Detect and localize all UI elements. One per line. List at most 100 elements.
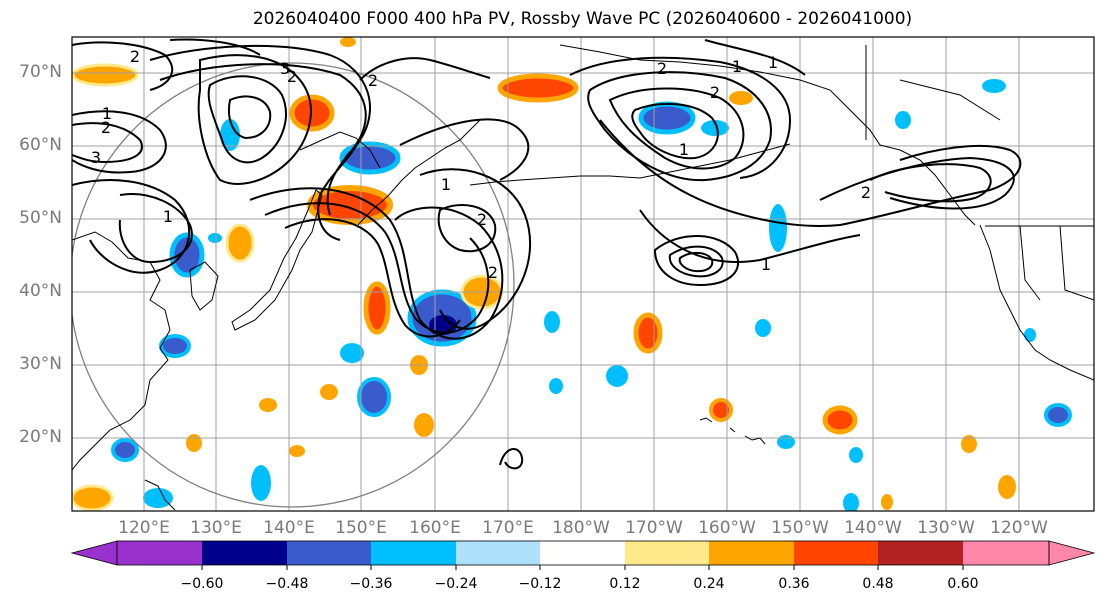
pv-negative-blob — [777, 435, 795, 449]
coastline-asia — [72, 231, 171, 471]
contour-line — [207, 75, 287, 164]
inland-borders — [865, 45, 1094, 301]
contour-label: 2 — [657, 59, 667, 78]
contour-label: 2 — [710, 83, 720, 102]
contour-line — [228, 95, 272, 140]
colorbar-tick-label: 0.48 — [862, 576, 894, 592]
map-frame — [71, 36, 1095, 512]
lat-label-50n: 50°N — [19, 208, 62, 228]
contour-line — [569, 56, 792, 179]
pv-negative-blob — [111, 438, 139, 462]
contour-label: 2 — [130, 47, 140, 66]
contour-label: 1 — [679, 140, 689, 159]
contour-label: 2 — [477, 210, 487, 229]
contour-line — [653, 235, 740, 287]
coastline-korea — [189, 261, 219, 311]
contour-label: 2 — [368, 71, 378, 90]
pv-positive-blob — [709, 398, 733, 422]
contour-line — [639, 209, 861, 263]
lon-label-130e: 130°E — [190, 518, 242, 538]
colorbar-min-extend — [70, 540, 118, 566]
contour-line — [419, 168, 532, 330]
pv-negative-blob — [895, 111, 911, 129]
pv-negative-blob — [544, 311, 560, 333]
contour-line — [284, 218, 461, 338]
pv-positive-blob — [822, 405, 858, 435]
radius-circle — [72, 62, 515, 508]
contour-label: 1 — [761, 255, 771, 274]
lon-label-150w: 150°W — [771, 518, 829, 538]
contour-line — [72, 179, 191, 274]
colorbar — [70, 540, 1096, 570]
colorbar-swatch — [963, 541, 1049, 565]
contour-line — [249, 187, 504, 340]
hawaii-islands — [699, 417, 766, 445]
contour-line — [608, 87, 745, 170]
contour-line — [72, 122, 143, 164]
lon-label-120e: 120°E — [118, 518, 170, 538]
colorbar-tick-label: 0.36 — [778, 576, 810, 592]
pv-negative-blob — [843, 493, 859, 511]
contour-line — [399, 118, 530, 181]
pv-negative-blob — [143, 488, 173, 508]
pv-positive-blob — [998, 475, 1016, 499]
colorbar-swatch — [540, 541, 625, 565]
contour-line — [149, 44, 371, 241]
contour-label: 2 — [488, 263, 498, 282]
pv-negative-blob — [638, 101, 696, 135]
pv-positive-blob — [633, 312, 663, 354]
contour-label: 2 — [101, 118, 111, 137]
colorbar-swatch — [625, 541, 709, 565]
pv-negative-blob — [982, 79, 1006, 93]
contour-label: 1 — [163, 207, 173, 226]
colorbar-swatch — [117, 541, 202, 565]
colorbar-tick-label: −0.12 — [518, 576, 562, 592]
contour-line — [72, 110, 167, 174]
pv-negative-blob — [549, 378, 563, 394]
pv-positive-blob — [320, 384, 338, 400]
pv-positive-blob — [72, 63, 139, 87]
contour-line — [159, 63, 367, 216]
contour-label: 1 — [768, 53, 778, 72]
lon-label-170w: 170°W — [625, 518, 683, 538]
pv-positive-blob — [186, 434, 202, 452]
contour-line — [118, 193, 193, 264]
pv-positive-blob — [729, 91, 753, 105]
contour-label: 1 — [732, 57, 742, 76]
contour-line — [437, 204, 497, 253]
colorbar-tick-label: −0.36 — [349, 576, 393, 592]
lat-label-70n: 70°N — [19, 62, 62, 82]
lon-label-180w: 180°W — [552, 518, 610, 538]
lat-label-60n: 60°N — [19, 135, 62, 155]
lon-label-140w: 140°W — [844, 518, 902, 538]
pv-positive-blob — [289, 94, 335, 132]
contour-line — [631, 102, 719, 160]
colorbar-ticks — [201, 565, 964, 570]
colorbar-tick-label: −0.60 — [180, 576, 224, 592]
pv-positive-blob — [414, 413, 434, 437]
pv-negative-blob — [1044, 403, 1072, 427]
contour-line — [869, 163, 992, 203]
coastline-kamchatka — [357, 119, 481, 226]
contour-label: 3 — [280, 59, 290, 78]
contour-labels: 1 2 3 1 2 3 2 1 2 2 1 2 1 2 1 2 1 2 — [91, 47, 871, 282]
colorbar-swatch — [794, 541, 878, 565]
pv-positive-blob — [881, 494, 893, 510]
colorbar-tick-label: −0.48 — [265, 576, 309, 592]
colorbar-swatch — [709, 541, 794, 565]
contour-line — [587, 71, 772, 182]
coastline-sea-of-okhotsk — [299, 131, 381, 169]
pv-negative-blob — [220, 119, 240, 151]
pv-positive-blob — [961, 435, 977, 453]
pv-shading — [72, 37, 1072, 511]
contour-line — [704, 39, 806, 76]
contour-line — [264, 202, 490, 334]
pv-positive-blob — [363, 281, 391, 335]
lon-label-150e: 150°E — [335, 518, 387, 538]
lon-label-140e: 140°E — [263, 518, 315, 538]
colorbar-swatch — [287, 541, 371, 565]
coastline-japan — [231, 189, 323, 331]
colorbar-tick-label: 0.60 — [947, 576, 979, 592]
contour-line — [72, 41, 174, 91]
